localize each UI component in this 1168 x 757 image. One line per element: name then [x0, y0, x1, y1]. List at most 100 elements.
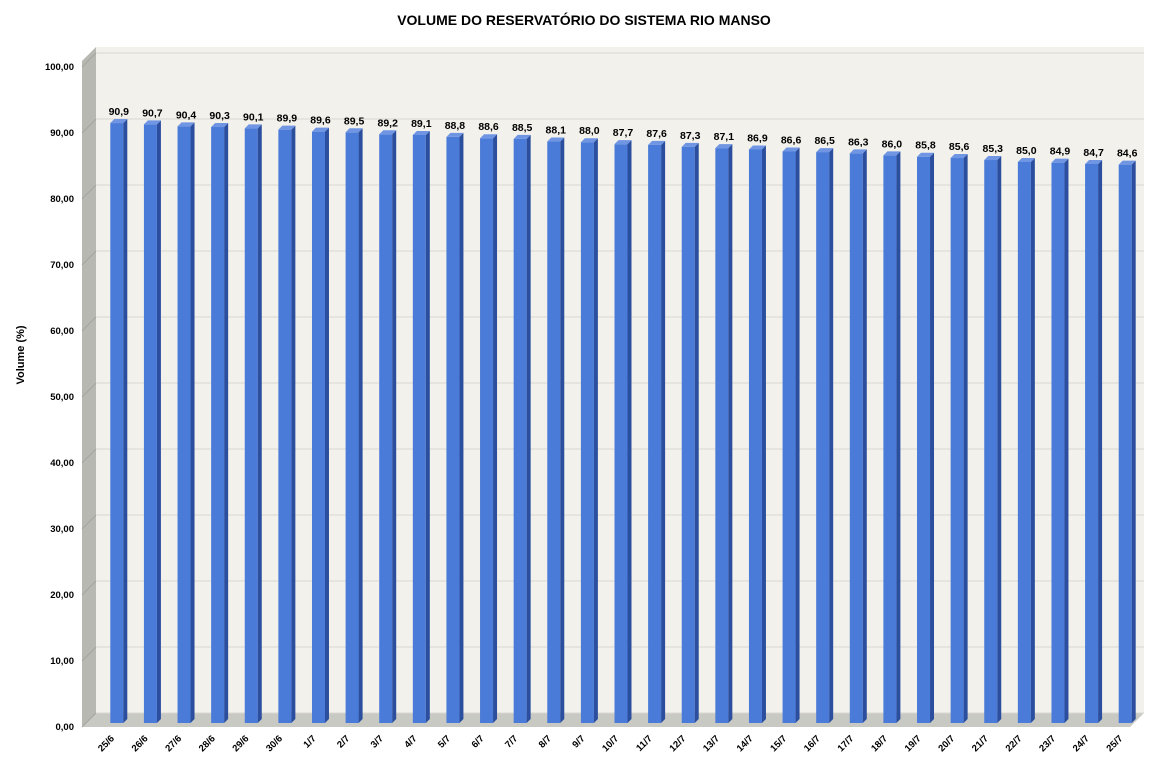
bar-top	[547, 137, 565, 142]
x-axis-ticks: 25/6 26/6 27/6 28/6 29/6 30/6 1/7 2/7 3/7 4/7 5/7 6…	[96, 733, 1125, 754]
bar	[547, 137, 565, 724]
bar	[244, 124, 262, 724]
y-tick-label: 70,00	[50, 260, 74, 271]
data-label: 88,1	[546, 125, 567, 137]
x-tick-label: 14/7	[735, 733, 756, 754]
x-tick-label: 5/7	[436, 733, 453, 750]
y-tick-label: 30,00	[50, 524, 74, 535]
bar-top	[648, 140, 666, 145]
data-label: 85,3	[983, 143, 1004, 155]
gridline-wall	[81, 184, 97, 200]
x-tick-label: 21/7	[970, 733, 991, 754]
bar-top	[345, 128, 363, 133]
x-tick-label: 29/6	[231, 733, 252, 754]
bar	[950, 154, 968, 724]
bar-front	[648, 144, 662, 724]
bar-front	[1051, 162, 1065, 723]
bar-top	[1051, 158, 1069, 163]
x-tick-label: 20/7	[936, 733, 957, 754]
x-tick-label: 11/7	[634, 733, 654, 753]
bar-top	[816, 148, 834, 153]
data-label: 89,6	[310, 115, 331, 127]
x-tick-label: 26/6	[130, 733, 151, 754]
bar	[311, 127, 329, 723]
plot-left-wall	[82, 47, 96, 727]
data-label: 88,5	[512, 122, 533, 134]
bar	[849, 149, 867, 724]
bar	[480, 134, 498, 724]
bar-side	[997, 156, 1002, 723]
gridline-wall	[81, 316, 97, 332]
bar-top	[883, 151, 901, 156]
bar-front	[278, 129, 292, 723]
data-label: 87,6	[646, 128, 667, 140]
bar-top	[177, 122, 195, 127]
bar-side	[358, 128, 363, 724]
bar-side	[694, 142, 699, 723]
y-tick-label: 0,00	[56, 722, 75, 733]
bar-side	[795, 147, 800, 723]
data-label: 84,7	[1083, 147, 1104, 159]
bar	[1017, 158, 1035, 723]
bar	[580, 138, 598, 723]
gridline-wall	[81, 250, 97, 266]
data-labels: 90,9 90,7 90,4 90,3 90,1 89,9 89,6 89,5 89,2 89,1…	[109, 106, 1138, 160]
bar-side	[593, 138, 598, 723]
bar-top	[614, 140, 632, 145]
bar	[211, 123, 229, 723]
bar-top	[580, 138, 598, 143]
data-label: 87,3	[680, 130, 701, 142]
bar-front	[748, 149, 762, 723]
x-tick-label: 19/7	[903, 733, 924, 754]
bar-side	[459, 132, 464, 724]
x-tick-label: 3/7	[369, 733, 386, 750]
data-label: 86,3	[848, 136, 869, 148]
data-label: 89,1	[411, 118, 432, 130]
bar-top	[849, 149, 867, 154]
bar-front	[1118, 164, 1132, 723]
x-tick-label: 12/7	[667, 733, 688, 754]
bar	[412, 130, 430, 723]
bar-side	[728, 144, 733, 723]
x-tick-label: 17/7	[836, 733, 857, 754]
bar-front	[883, 155, 897, 723]
data-label: 90,1	[243, 111, 264, 123]
bar-series	[110, 119, 1136, 724]
x-tick-label: 25/6	[96, 733, 117, 754]
bar-front	[614, 144, 628, 723]
bar-front	[715, 148, 729, 723]
bar	[513, 134, 531, 723]
bar-front	[782, 151, 796, 723]
bar	[816, 148, 834, 724]
data-label: 90,4	[176, 109, 197, 121]
bar	[1118, 160, 1136, 723]
bar-front	[580, 142, 594, 723]
data-label: 87,7	[613, 127, 634, 139]
bar	[748, 145, 766, 723]
x-tick-label: 4/7	[402, 733, 419, 750]
data-label: 89,2	[377, 117, 398, 129]
bar-side	[761, 145, 766, 723]
x-tick-label: 24/7	[1071, 733, 1092, 754]
bar-side	[862, 149, 867, 724]
x-tick-label: 25/7	[1104, 733, 1125, 754]
gridline-wall	[81, 118, 97, 134]
x-tick-label: 22/7	[1004, 733, 1025, 754]
bar-top	[1085, 159, 1103, 164]
bar-top	[1118, 160, 1136, 165]
bar	[614, 140, 632, 723]
bar	[883, 151, 901, 723]
gridline-wall	[81, 52, 97, 68]
x-tick-label: 13/7	[701, 733, 722, 754]
bar-top	[311, 127, 329, 132]
data-label: 84,6	[1117, 148, 1138, 160]
x-tick-label: 30/6	[264, 733, 285, 754]
x-tick-label: 6/7	[470, 733, 487, 750]
y-tick-label: 40,00	[50, 458, 74, 469]
bar-front	[950, 158, 964, 724]
bar-top	[278, 125, 296, 130]
bar-side	[896, 151, 901, 723]
bar-top	[244, 124, 262, 129]
bar-top	[917, 152, 935, 157]
